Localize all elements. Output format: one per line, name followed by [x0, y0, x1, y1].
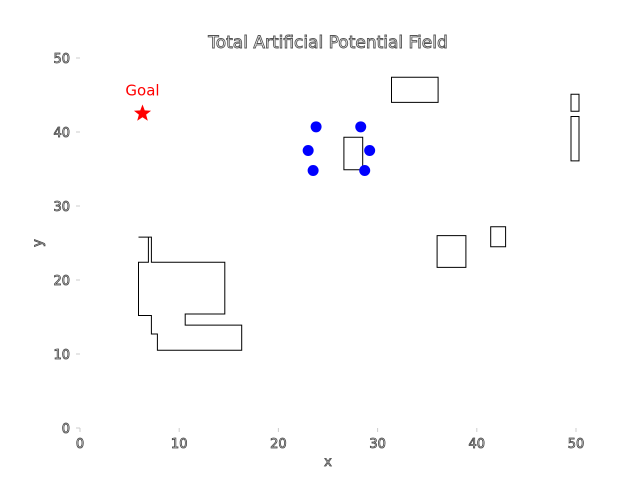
obstacle-5: [490, 226, 507, 248]
agent-point-1: [310, 121, 322, 133]
obstacle-2: [343, 136, 364, 171]
x-axis-label: x: [324, 455, 332, 470]
y-tick-label: 30: [53, 200, 70, 215]
x-tick-label: 10: [171, 437, 188, 452]
obstacle-1: [138, 236, 243, 351]
y-axis-ticks: 0 10 20 30 40 50: [53, 52, 80, 437]
agent-layer: [302, 121, 376, 176]
goal-star-marker: [133, 104, 152, 121]
agent-point-2: [355, 121, 367, 133]
agent-point-3: [302, 145, 314, 156]
agent-point-5: [307, 164, 319, 176]
obstacle-7: [570, 116, 580, 162]
x-tick-label: 20: [270, 437, 287, 452]
obstacle-6: [570, 93, 580, 112]
y-tick-label: 40: [53, 126, 70, 141]
obstacle-3: [391, 76, 439, 103]
chart-title: Total Artificial Potential Field: [207, 33, 448, 53]
y-tick-label: 20: [53, 274, 70, 289]
x-tick-label: 0: [76, 437, 84, 452]
x-tick-label: 30: [369, 437, 386, 452]
agent-point-6: [359, 164, 371, 176]
x-tick-label: 40: [469, 437, 486, 452]
obstacle-4: [436, 235, 467, 268]
y-tick-label: 0: [62, 422, 70, 437]
goal-label: Goal: [125, 82, 159, 100]
y-axis-label: y: [31, 239, 46, 247]
y-tick-label: 50: [53, 52, 70, 67]
agent-point-4: [364, 145, 376, 156]
x-tick-label: 50: [568, 437, 585, 452]
x-axis-ticks: 0 10 20 30 40 50: [75, 428, 585, 452]
y-tick-label: 10: [53, 348, 70, 363]
goal-layer: Goal: [125, 82, 160, 121]
obstacle-layer: [138, 76, 580, 351]
